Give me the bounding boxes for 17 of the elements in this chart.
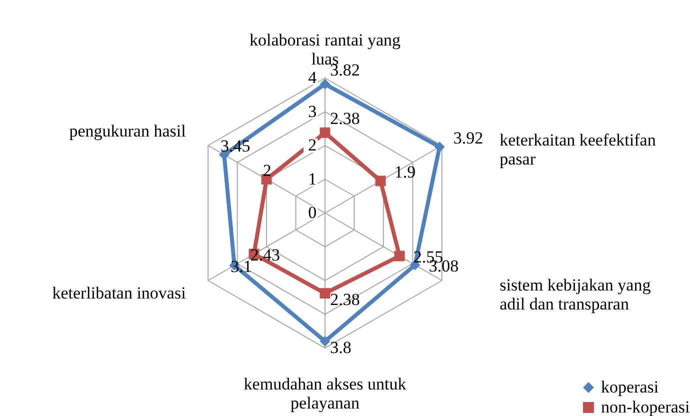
- spoke-label: kemudahan akses untuk pelayanan: [244, 374, 407, 413]
- y-tick-label: 1: [308, 169, 317, 188]
- y-tick-label: 2: [308, 136, 317, 154]
- data-label: 2.38: [330, 109, 360, 128]
- y-tick-label: 4: [308, 68, 318, 87]
- legend-label: koperasi: [601, 378, 659, 396]
- y-tick-label: 3: [308, 102, 317, 121]
- spoke-label: sistem kebijakan yang adil dan transparan: [500, 276, 652, 314]
- data-label: 3.8: [330, 338, 352, 357]
- spoke-label: keterlibatan inovasi: [52, 284, 186, 303]
- data-label: 2.38: [330, 290, 360, 310]
- data-label: 3.92: [453, 128, 484, 148]
- spoke-label: keterkaitan keefektifan pasar: [500, 130, 656, 168]
- spoke-label: pengukuran hasil: [69, 121, 186, 140]
- data-label: 1.9: [394, 162, 416, 182]
- y-tick-label: 0: [308, 203, 317, 222]
- legend-label: non-koperasi: [601, 398, 690, 416]
